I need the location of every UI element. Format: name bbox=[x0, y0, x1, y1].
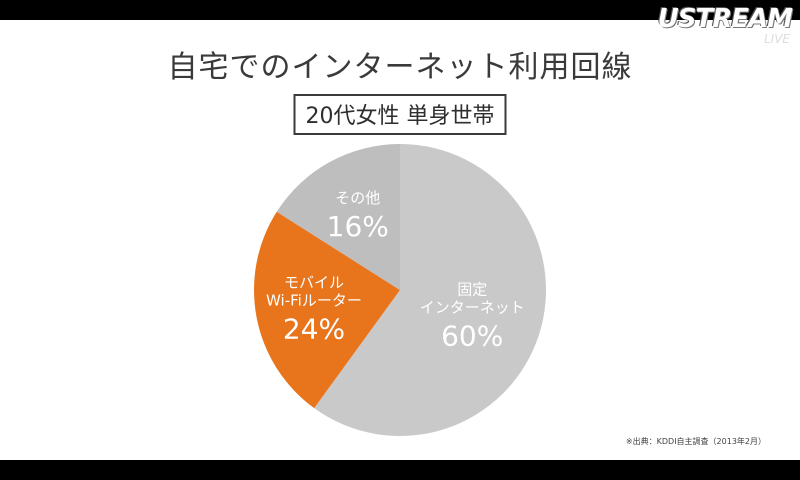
logo-live-text: LIVE bbox=[763, 32, 790, 46]
slice-value-text: 16% bbox=[327, 210, 389, 243]
slice-value-text: 60% bbox=[441, 319, 503, 352]
slice-fixed-internet bbox=[314, 144, 546, 436]
slide: 自宅でのインターネット利用回線 20代女性 単身世帯 固定 インターネット 60% モ… bbox=[0, 20, 800, 460]
label-other: その他 16% bbox=[327, 189, 389, 243]
pie-slices bbox=[253, 144, 546, 436]
bottom-bar bbox=[0, 460, 800, 480]
slice-name-text: インターネット bbox=[420, 298, 525, 316]
slice-name-text: その他 bbox=[335, 189, 380, 207]
slice-value-text: 24% bbox=[283, 312, 345, 345]
slice-name-text: 固定 bbox=[457, 280, 487, 298]
logo-text: USTREAM bbox=[657, 4, 793, 34]
chart-title: 自宅でのインターネット利用回線 bbox=[167, 50, 633, 85]
slice-other bbox=[276, 144, 400, 290]
ustream-logo: USTREAM LIVE bbox=[657, 4, 793, 46]
slice-name-text: Wi-Fiルーター bbox=[266, 291, 362, 309]
slice-mobile-wifi-router bbox=[253, 211, 400, 409]
slice-name-text: モバイル bbox=[284, 273, 344, 291]
chart-subtitle: 20代女性 単身世帯 bbox=[293, 94, 507, 135]
source-note: ※出典：KDDI自主調査（2013年2月） bbox=[625, 437, 766, 446]
